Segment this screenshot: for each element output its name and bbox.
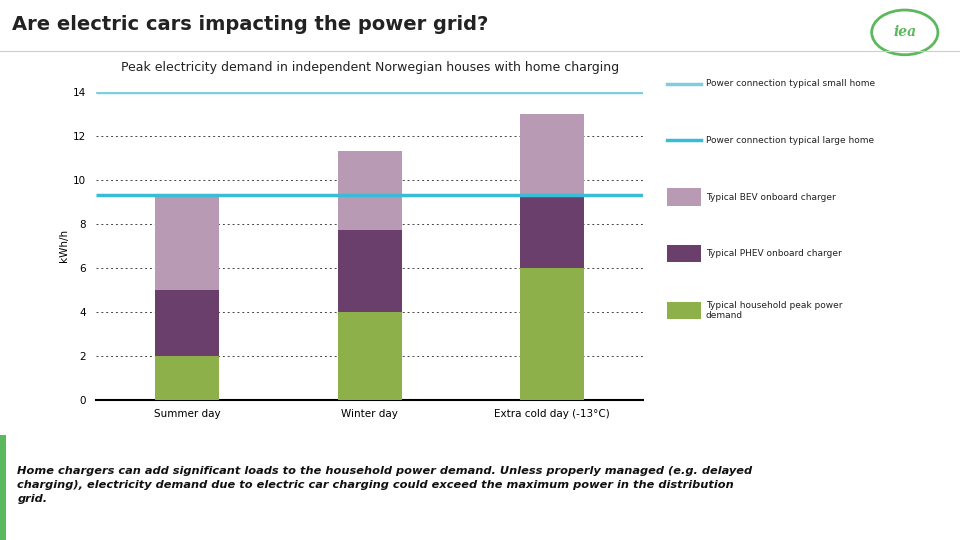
Text: Peak electricity demand in independent Norwegian houses with home charging: Peak electricity demand in independent N…: [121, 61, 618, 74]
Bar: [0, 435, 6, 540]
Text: Home chargers can add significant loads to the household power demand. Unless pr: Home chargers can add significant loads …: [17, 466, 753, 504]
Y-axis label: kWh/h: kWh/h: [59, 229, 69, 262]
Text: Power connection typical small home: Power connection typical small home: [706, 79, 875, 88]
Text: Typical BEV onboard charger: Typical BEV onboard charger: [706, 193, 835, 201]
Text: Typical household peak power
demand: Typical household peak power demand: [706, 301, 842, 320]
Bar: [338, 151, 401, 231]
Text: iea: iea: [893, 25, 917, 39]
Bar: [520, 195, 584, 268]
Text: Are electric cars impacting the power grid?: Are electric cars impacting the power gr…: [12, 15, 488, 34]
Text: Power connection typical large home: Power connection typical large home: [706, 136, 874, 145]
Text: Typical PHEV onboard charger: Typical PHEV onboard charger: [706, 249, 841, 258]
Bar: [520, 114, 584, 195]
Bar: [156, 195, 219, 289]
Bar: [338, 312, 401, 400]
Bar: [156, 289, 219, 356]
Bar: [520, 268, 584, 400]
Bar: [338, 231, 401, 312]
Bar: [156, 356, 219, 400]
